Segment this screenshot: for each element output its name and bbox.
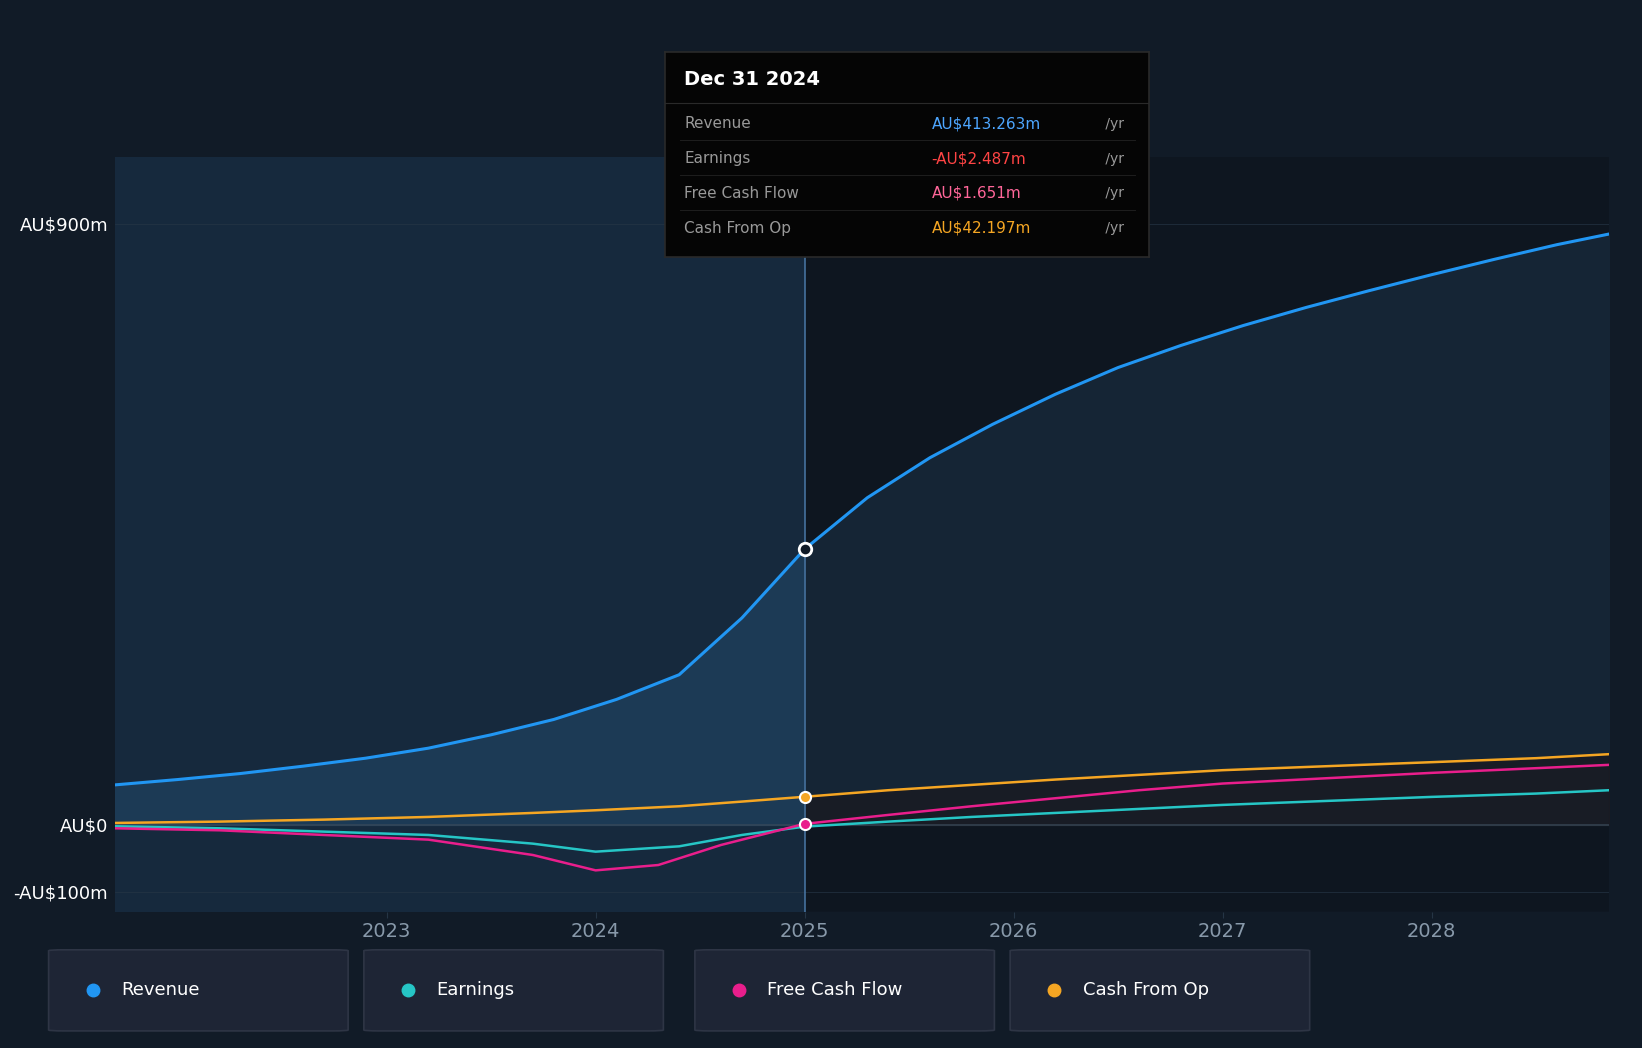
FancyBboxPatch shape — [1010, 949, 1310, 1031]
Text: AU$413.263m: AU$413.263m — [931, 116, 1041, 131]
Text: Analysts Forecasts: Analysts Forecasts — [813, 227, 980, 245]
Text: /yr: /yr — [1102, 152, 1125, 166]
Text: Earnings: Earnings — [685, 151, 750, 167]
Text: Revenue: Revenue — [122, 981, 200, 1000]
Text: Cash From Op: Cash From Op — [1082, 981, 1209, 1000]
Bar — [805, 157, 1609, 912]
Text: Earnings: Earnings — [437, 981, 514, 1000]
FancyBboxPatch shape — [365, 949, 663, 1031]
Text: Dec 31 2024: Dec 31 2024 — [685, 70, 821, 89]
Text: /yr: /yr — [1102, 187, 1125, 200]
Text: Revenue: Revenue — [685, 116, 750, 131]
Text: Past: Past — [752, 227, 796, 245]
Text: Free Cash Flow: Free Cash Flow — [685, 185, 800, 201]
Text: /yr: /yr — [1102, 117, 1125, 131]
Bar — [115, 157, 805, 912]
Text: /yr: /yr — [1102, 221, 1125, 235]
FancyBboxPatch shape — [695, 949, 995, 1031]
Text: AU$1.651m: AU$1.651m — [931, 185, 1021, 201]
FancyBboxPatch shape — [49, 949, 348, 1031]
Text: Cash From Op: Cash From Op — [685, 221, 791, 236]
Text: Free Cash Flow: Free Cash Flow — [767, 981, 903, 1000]
Text: AU$42.197m: AU$42.197m — [931, 221, 1031, 236]
Text: -AU$2.487m: -AU$2.487m — [931, 151, 1026, 167]
